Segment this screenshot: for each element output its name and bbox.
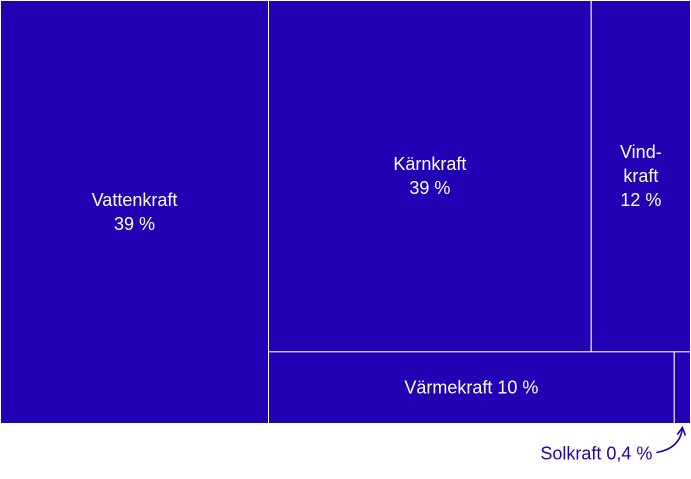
label-vattenkraft-1: 39 % xyxy=(114,214,155,234)
label-vattenkraft-0: Vattenkraft xyxy=(92,190,178,210)
label-vindkraft-2: 12 % xyxy=(620,190,661,210)
label-vindkraft-0: Vind- xyxy=(620,142,662,162)
tile-karnkraft xyxy=(268,0,592,353)
label-karnkraft-0: Kärnkraft xyxy=(393,154,466,174)
label-varmekraft-0: Värmekraft 10 % xyxy=(404,378,538,398)
tile-vattenkraft xyxy=(0,0,270,424)
label-solkraft: Solkraft 0,4 % xyxy=(540,444,652,464)
tile-varmekraft xyxy=(268,351,675,425)
label-karnkraft-1: 39 % xyxy=(409,178,450,198)
callout-arrowhead xyxy=(676,425,687,436)
callout-arrow xyxy=(656,428,684,454)
label-vindkraft-1: kraft xyxy=(623,166,658,186)
tile-vindkraft xyxy=(590,0,691,353)
tile-solkraft xyxy=(673,351,691,425)
